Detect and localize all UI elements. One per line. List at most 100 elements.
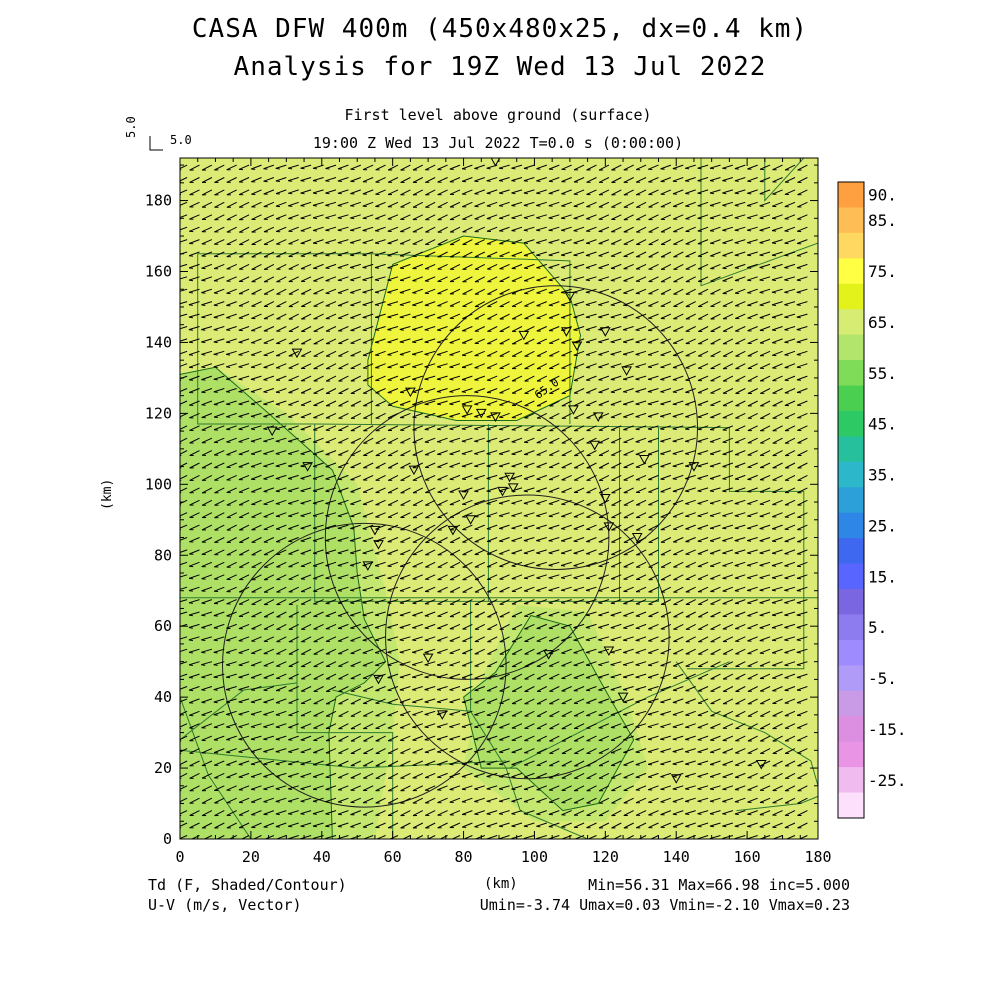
wind-vector [338,735,349,742]
wind-vector [313,363,324,370]
wind-vector [350,487,361,493]
wind-vector [647,735,659,740]
wind-vector [586,772,597,779]
wind-vector [461,673,473,679]
wind-vector-head [610,602,615,605]
wind-vector [338,450,349,456]
wind-vector [288,412,299,418]
wind-vector-head [337,602,342,605]
wind-vector [697,735,709,741]
wind-vector [263,326,275,332]
wind-vector [647,686,659,691]
wind-vector [312,797,324,802]
wind-vector [561,450,572,456]
wind-vector [585,263,597,269]
wind-vector [288,400,299,406]
wind-vector-head [250,713,255,716]
wind-vector [437,636,448,642]
wind-vector [536,810,547,815]
wind-vector [263,201,275,208]
wind-vector-head [561,292,566,294]
wind-vector-head [375,230,380,232]
wind-vector [573,636,585,641]
wind-vector [387,288,399,293]
wind-vector [312,189,324,194]
wind-vector [201,375,213,381]
wind-vector [399,251,411,257]
wind-vector-head [598,341,603,344]
wind-vector [611,164,622,171]
wind-vector [548,574,560,579]
wind-vector-head [536,515,541,517]
wind-vector [474,276,486,283]
wind-vector [350,326,361,331]
wind-vector [250,425,262,430]
wind-vector [213,686,225,691]
wind-vector [375,698,386,704]
wind-vector [313,338,324,345]
wind-vector-head [585,329,590,331]
wind-vector-head [263,465,268,468]
wind-vector [486,239,498,245]
wind-vector-head [424,652,429,654]
wind-vector [648,499,659,506]
wind-vector [536,487,547,492]
wind-vector [325,810,337,815]
wind-vector-head [213,726,218,729]
wind-vector [201,698,213,703]
wind-vector [238,512,250,518]
wind-vector [363,450,374,456]
wind-vector [461,363,473,368]
wind-vector [461,735,473,740]
wind-vector [325,748,337,754]
wind-vector [374,326,386,331]
wind-vector [561,214,572,219]
wind-vector [275,524,287,530]
wind-vector [300,375,312,382]
wind-vector [300,214,312,219]
wind-vector [424,673,436,678]
wind-vector [610,723,622,728]
wind-vector-head [213,329,218,331]
wind-vector [498,164,510,169]
wind-vector-head [313,788,318,791]
wind-vector-head [325,540,330,542]
wind-vector-head [474,478,479,480]
wind-vector-head [697,763,702,766]
wind-vector [586,549,597,555]
radar-ring [413,285,698,570]
wind-vector [647,710,659,715]
wind-vector [275,425,287,430]
wind-vector-head [511,788,516,791]
wind-vector [548,239,560,244]
wind-vector [549,462,560,468]
wind-vector [313,313,324,320]
wind-vector [437,623,448,629]
wind-vector [722,835,734,839]
wind-vector [548,177,560,182]
wind-vector [474,313,486,320]
wind-vector [462,623,473,630]
wind-vector [300,549,312,555]
wind-vector-head [486,776,491,778]
wind-vector-head [623,726,628,729]
wind-vector-head [313,242,318,245]
wind-vector-head [722,813,727,815]
wind-vector-head [449,378,454,381]
wind-vector [672,201,684,207]
wind-vector [337,487,349,492]
wind-vector [697,599,709,605]
wind-vector [449,425,461,430]
wind-vector [375,487,386,494]
wind-vector [424,412,436,418]
wind-vector-head [474,168,479,170]
wind-vector [325,177,337,182]
wind-vector [623,785,634,791]
wind-vector [251,822,262,828]
wind-vector [734,822,746,827]
wind-vector [374,313,386,318]
wind-vector [523,524,535,529]
wind-vector [288,822,299,827]
wind-vector [685,623,696,630]
wind-vector-head [635,403,640,406]
